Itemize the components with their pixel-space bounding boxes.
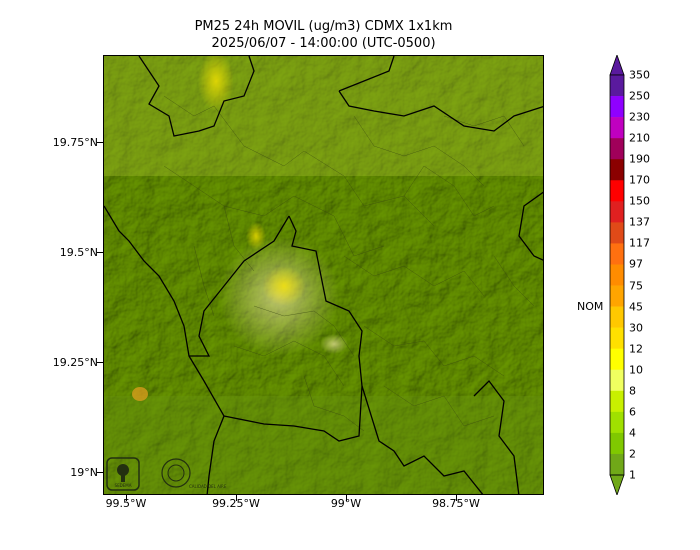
colorbar-segment [610, 348, 624, 371]
colorbar-level-label: 170 [629, 173, 650, 187]
colorbar-segment [610, 285, 624, 307]
colorbar-level-label: 4 [629, 426, 636, 440]
map-timestamp: 2025/06/07 - 14:00:00 (UTC-0500) [211, 36, 436, 51]
colorbar-segment [610, 453, 624, 476]
map-canvas: SEDEMA CALIDAD DEL AIRE [104, 56, 543, 494]
colorbar-level-label: 137 [629, 215, 650, 229]
colorbar-segment [610, 411, 624, 434]
colorbar-segment [610, 306, 624, 328]
colorbar-segment [610, 327, 624, 349]
colorbar-level-label: 75 [629, 279, 643, 293]
pm25-hotspot [246, 222, 266, 250]
colorbar-level-label: 10 [629, 363, 643, 377]
x-tick-label: 99.5°W [105, 497, 147, 510]
sedema-logo: SEDEMA [106, 457, 140, 491]
pm25-map: SEDEMA CALIDAD DEL AIRE [103, 55, 544, 495]
colorbar-level-label: 190 [629, 152, 650, 166]
svg-text:CALIDAD DEL AIRE: CALIDAD DEL AIRE [189, 484, 227, 489]
colorbar-level-label: 6 [629, 405, 636, 419]
colorbar-segment [610, 138, 624, 160]
colorbar-level-label: 2 [629, 447, 636, 461]
state-boundaries [104, 56, 543, 494]
colorbar-segment [610, 117, 624, 139]
colorbar-level-label: 45 [629, 300, 643, 314]
y-tick-label: 19.25°N [52, 356, 98, 369]
y-tick-label: 19.75°N [52, 136, 98, 149]
map-title: PM25 24h MOVIL (ug/m3) CDMX 1x1km [194, 19, 453, 34]
x-tick-label: 98.75°W [432, 497, 480, 510]
x-tick-label: 99°W [330, 497, 362, 510]
colorbar-level-label: 210 [629, 131, 650, 145]
colorbar-segment [610, 432, 624, 455]
colorbar-segment [610, 180, 624, 202]
colorbar-level-label: 30 [629, 321, 643, 335]
colorbar-level-label: 117 [629, 236, 650, 250]
colorbar-level-label: 250 [629, 89, 650, 103]
colorbar-level-label: 97 [629, 257, 643, 271]
calidad-aire-logo: CALIDAD DEL AIRE [161, 458, 227, 489]
colorbar-segment [610, 390, 624, 413]
nom-marker-label: NOM [577, 300, 604, 313]
colorbar-segment [610, 243, 624, 265]
colorbar-segment [610, 201, 624, 223]
colorbar-segment [610, 222, 624, 244]
colorbar-level-label: 8 [629, 384, 636, 398]
colorbar-segment [610, 369, 624, 392]
pm25-hotspot [262, 266, 306, 306]
colorbar-level-label: 350 [629, 68, 650, 82]
colorbar-segment [610, 264, 624, 286]
x-tick-label: 99.25°W [212, 497, 260, 510]
municipal-boundaries [163, 95, 535, 432]
pm25-hotspot [198, 56, 234, 111]
colorbar-level-label: 1 [629, 468, 636, 482]
colorbar [609, 55, 625, 495]
colorbar-extend-bottom [609, 474, 625, 495]
pm25-hotspot [132, 387, 148, 401]
colorbar-segment [610, 96, 624, 118]
colorbar-level-label: 150 [629, 194, 650, 208]
y-tick-label: 19.5°N [59, 246, 98, 259]
y-tick-label: 19°N [70, 466, 98, 479]
colorbar-level-label: 230 [629, 110, 650, 124]
colorbar-segment [610, 75, 624, 97]
colorbar-level-label: 12 [629, 342, 643, 356]
colorbar-extend-top [609, 55, 625, 76]
colorbar-segment [610, 159, 624, 181]
svg-text:SEDEMA: SEDEMA [115, 483, 132, 488]
